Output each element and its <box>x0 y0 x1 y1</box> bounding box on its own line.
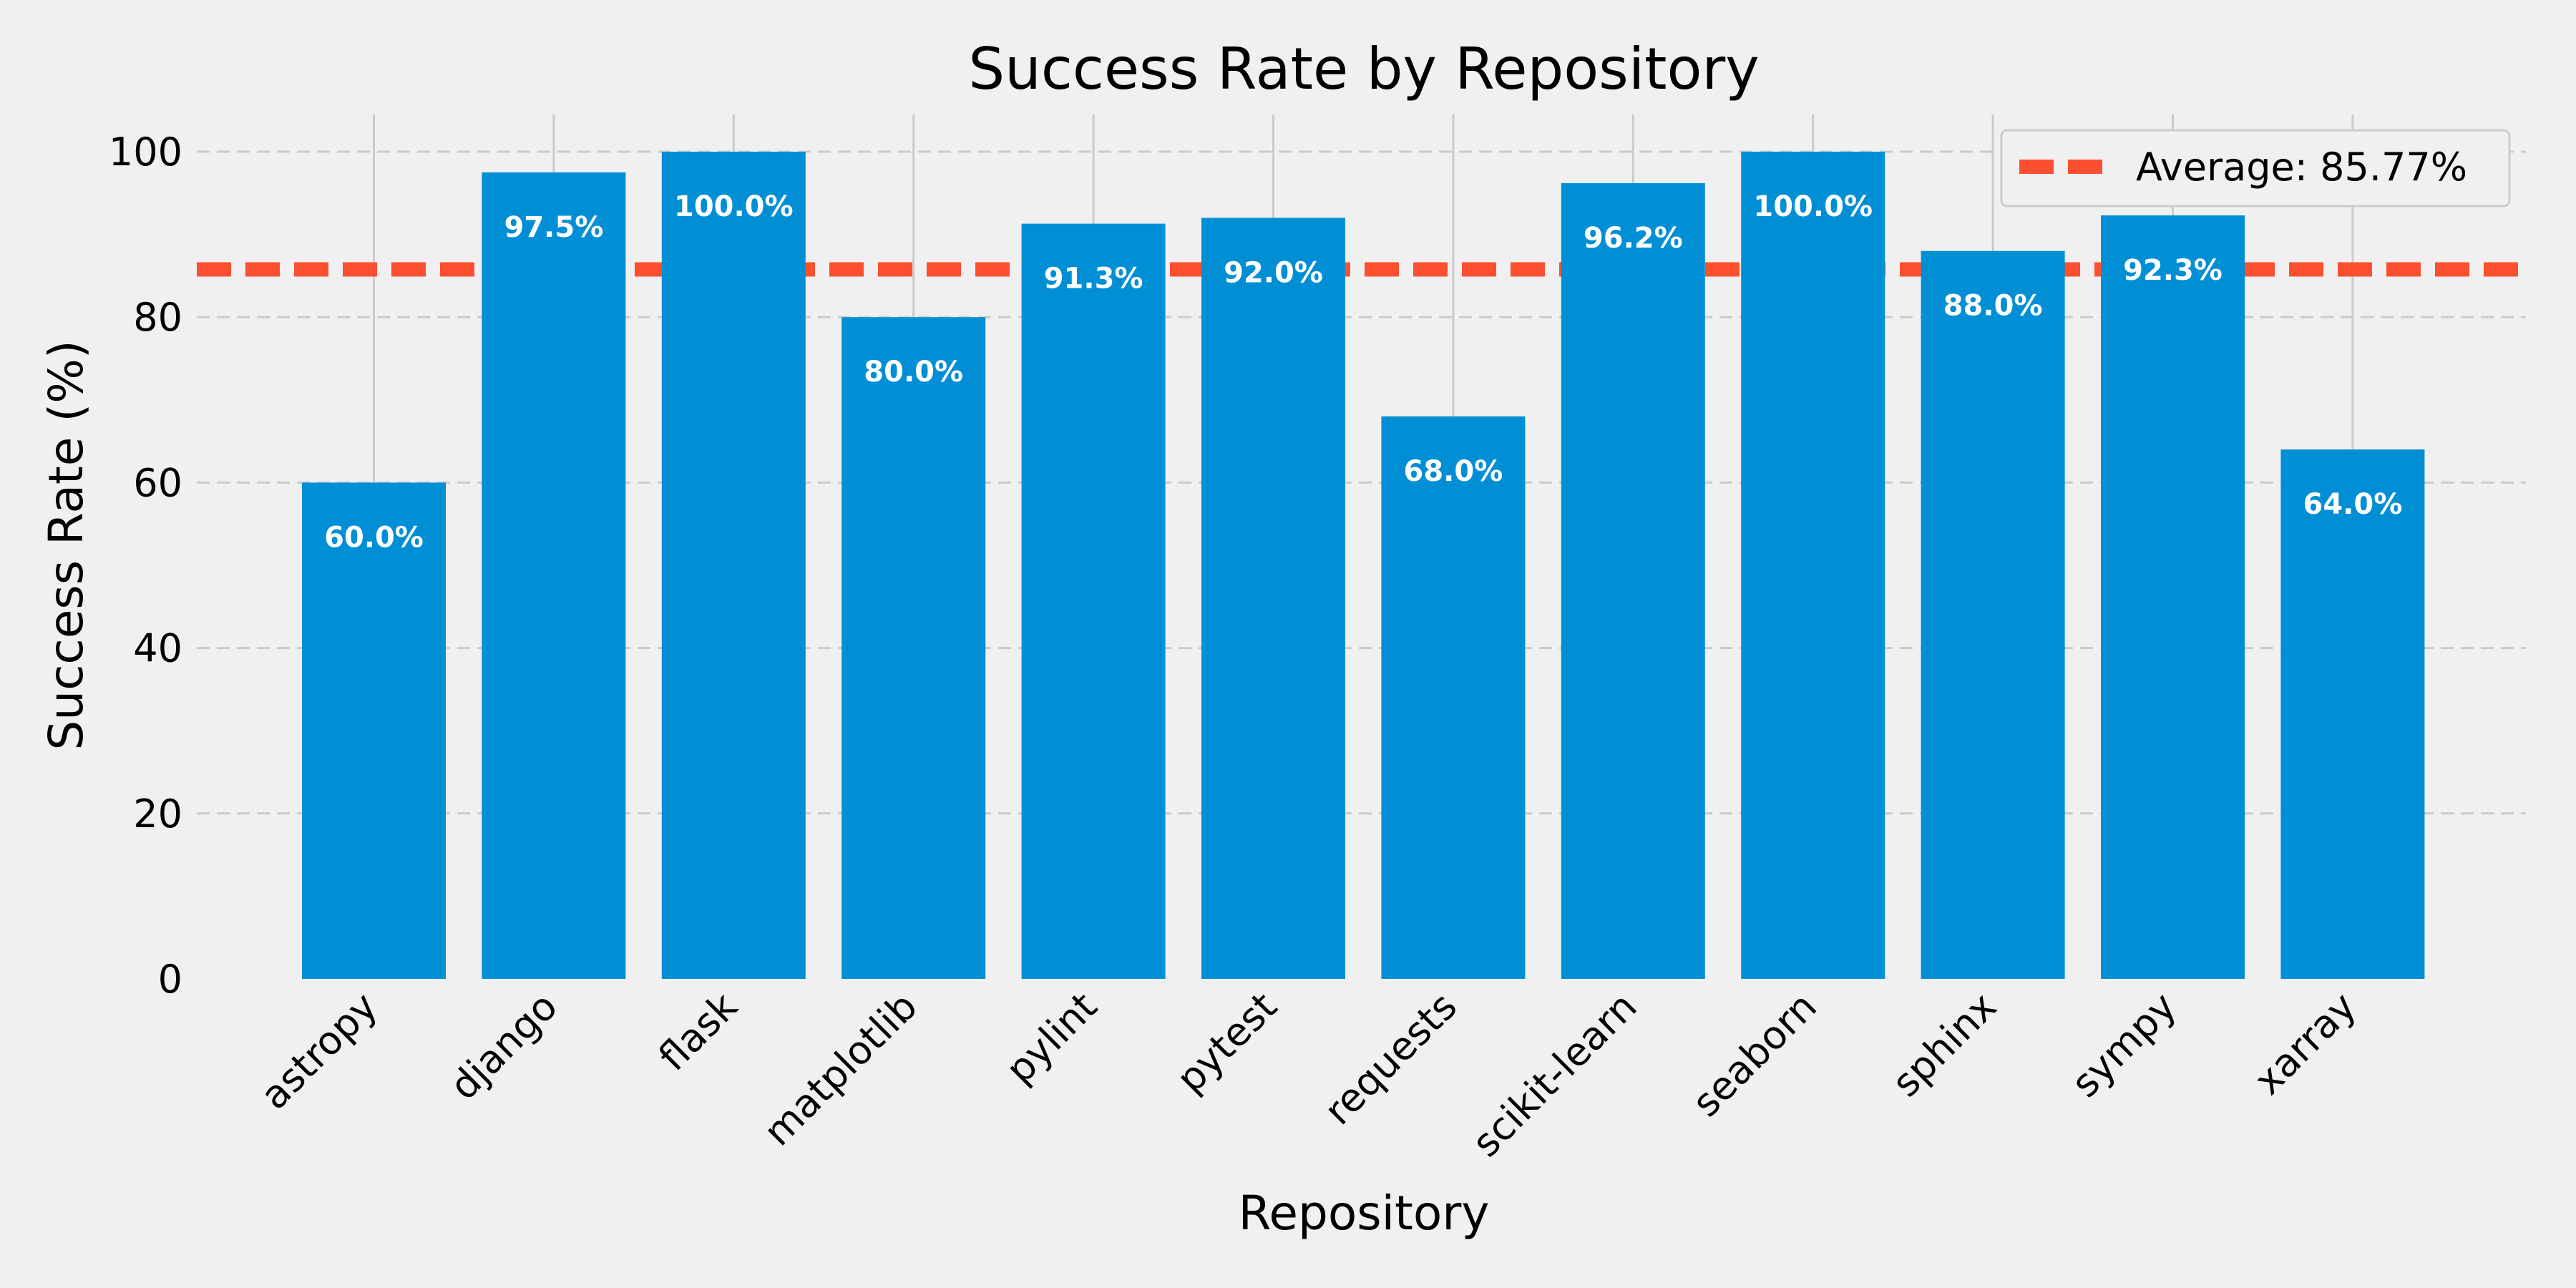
bar-astropy <box>302 482 446 979</box>
bar-pylint <box>1021 223 1166 979</box>
bar-label-seaborn: 100.0% <box>1753 190 1873 223</box>
y-tick-label: 80 <box>133 295 182 340</box>
bar-label-matplotlib: 80.0% <box>864 356 963 389</box>
bar-label-flask: 100.0% <box>674 190 794 223</box>
bar-label-astropy: 60.0% <box>324 521 424 554</box>
legend-label-average: Average: 85.77% <box>2136 145 2467 190</box>
chart-title: Success Rate by Repository <box>968 36 1759 102</box>
bar-label-pytest: 92.0% <box>1224 256 1323 289</box>
bar-label-xarray: 64.0% <box>2303 488 2403 521</box>
bar-label-sphinx: 88.0% <box>1943 290 2043 323</box>
bar-django <box>482 172 626 979</box>
bar-label-sympy: 92.3% <box>2123 254 2223 287</box>
bar-matplotlib <box>841 317 986 979</box>
y-axis-label: Success Rate (%) <box>39 340 94 750</box>
bar-pytest <box>1201 218 1345 980</box>
y-axis-ticks: 0 20 40 60 80 100 <box>109 130 182 1002</box>
y-tick-label: 20 <box>133 791 182 836</box>
bar-xarray <box>2280 449 2425 979</box>
bar-label-django: 97.5% <box>504 211 604 244</box>
bar-sphinx <box>1921 250 2065 980</box>
y-tick-label: 0 <box>158 957 182 1002</box>
x-axis-label: Repository <box>1239 1186 1490 1241</box>
legend-box <box>2000 129 2511 208</box>
bar-requests <box>1381 416 1526 979</box>
y-tick-label: 40 <box>133 626 182 671</box>
bar-seaborn <box>1741 152 1885 979</box>
y-tick-label: 60 <box>133 460 182 505</box>
bar-label-pylint: 91.3% <box>1044 263 1143 296</box>
bars <box>302 152 2425 980</box>
y-tick-label: 100 <box>109 130 182 175</box>
bar-scikit-learn <box>1561 182 1705 979</box>
bar-label-scikit-learn: 96.2% <box>1584 222 1683 255</box>
bar-label-requests: 68.0% <box>1404 455 1503 488</box>
bar-flask <box>661 152 806 979</box>
bar-labels: 60.0% 97.5% 100.0% 80.0% 91.3% 92.0% 68.0% 96.2… <box>324 190 2402 554</box>
legend: Average: 85.77% <box>2000 129 2511 208</box>
bar-sympy <box>2101 215 2245 979</box>
